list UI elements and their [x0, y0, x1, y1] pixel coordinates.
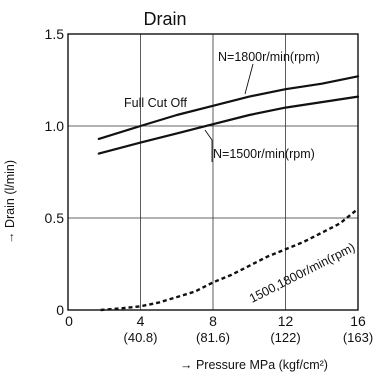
grid — [68, 34, 358, 310]
y-axis-label: → Drain (l/min) — [3, 160, 17, 244]
x-tick-label: 16 — [350, 313, 366, 329]
x-tick-sublabel: (40.8) — [124, 330, 158, 345]
x-tick-sublabel: (163) — [343, 330, 373, 345]
y-tick-label: 0 — [56, 302, 64, 318]
series-label-1500: N=1500r/min(rpm) — [213, 147, 315, 161]
x-axis-label: → Pressure MPa (kgf/cm²) — [180, 358, 328, 372]
series-label-1800: N=1800r/min(rpm) — [218, 50, 320, 64]
x-tick-label: 0 — [65, 313, 73, 329]
x-tick-label: 4 — [137, 313, 145, 329]
series-line-1 — [97, 95, 360, 155]
series-line-0 — [97, 75, 360, 140]
y-tick-label: 1.0 — [45, 118, 65, 134]
plot-frame — [67, 33, 359, 311]
series-lines — [97, 75, 360, 312]
annotation-full-cut-off: Full Cut Off — [124, 96, 188, 110]
x-tick-label: 12 — [278, 313, 294, 329]
x-tick-label: 8 — [209, 313, 217, 329]
y-tick-label: 0.5 — [45, 210, 65, 226]
x-tick-sublabel: (81.6) — [196, 330, 230, 345]
leader-1500-b — [204, 129, 213, 141]
series-line-2 — [100, 207, 359, 312]
series-label-dashed: 1500,1800r/min(rpm) — [247, 240, 357, 305]
chart-title: Drain — [143, 9, 186, 29]
y-tick-label: 1.5 — [45, 26, 65, 42]
x-tick-sublabel: (122) — [270, 330, 300, 345]
axis-ticks: 0 4(40.8) 8(81.6) 12(122) 16(163) 0 0.5 1.0 1.5 — [45, 26, 374, 345]
leader-1800 — [244, 63, 254, 95]
